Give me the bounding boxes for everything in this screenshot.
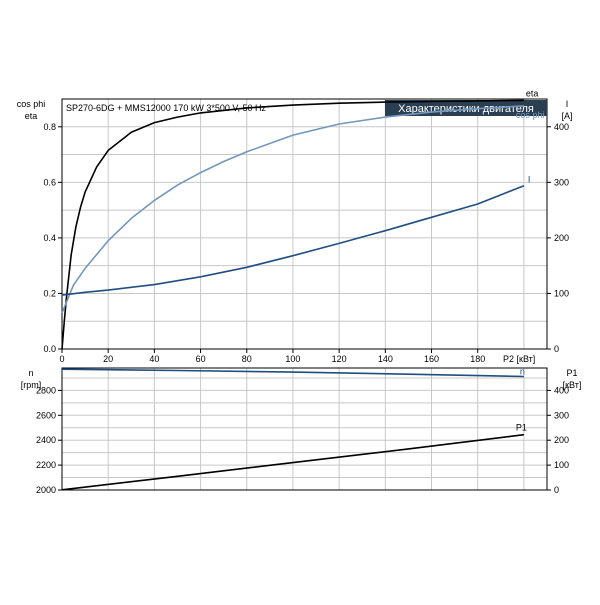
bottom-right-axis-label-line-2: [кВт] [563,380,582,390]
series-line-n [61,368,524,378]
left-axis-label-line-1: cos phi [17,99,46,109]
bottom-plot-frame [61,367,548,491]
bottom-left-tick-label: 2000 [36,485,56,495]
top-x-tick-label: 160 [424,354,439,364]
bottom-left-tick-label: 2400 [36,435,56,445]
top-right-tick-label: 100 [554,288,569,298]
left-axis-label-line-2: eta [25,111,38,121]
top-x-tick-label: 0 [59,354,64,364]
top-x-tick-label: 140 [378,354,393,364]
top-left-tick-label: 0.6 [43,177,56,187]
top-x-tick-label: 20 [103,354,113,364]
top-x-tick-label: 120 [332,354,347,364]
bottom-right-tick-label: 400 [554,385,569,395]
bottom-left-tick-label: 2600 [36,410,56,420]
bottom-left-axis-label-line-1: n [28,368,33,378]
top-right-tick-label: 200 [554,233,569,243]
bottom-right-tick-label: 0 [554,485,559,495]
top-right-tick-label: 300 [554,177,569,187]
bottom-grid [62,368,547,490]
top-x-tick-label: 180 [470,354,485,364]
series-label-cos-phi: cos phi [516,110,545,120]
series-label-i: I [528,175,531,185]
top-grid [62,99,547,349]
bottom-left-axis-label-line-2: [rpm] [21,380,42,390]
top-left-tick-label: 0.4 [43,233,56,243]
right-axis-label-line-1: I [566,99,569,109]
top-right-tick-label: 400 [554,122,569,132]
series-label-n: n [520,366,525,376]
top-x-tick-label: 40 [149,354,159,364]
series-label-eta: eta [526,88,539,98]
top-x-tick-label: 80 [242,354,252,364]
series-line-i [61,184,525,296]
right-axis-label-line-2: [A] [561,111,572,121]
series-label-p1: P1 [516,423,527,433]
top-left-tick-label: 0.8 [43,122,56,132]
bottom-left-tick-label: 2200 [36,460,56,470]
top-plot-frame [61,98,548,350]
top-x-tick-label: 100 [285,354,300,364]
bottom-left-tick-label: 2800 [36,385,56,395]
x-axis-label: P2 [кВт] [503,354,535,364]
series-line-eta [61,99,524,350]
top-left-tick-label: 0.2 [43,288,56,298]
bottom-right-tick-label: 300 [554,410,569,420]
top-x-tick-label: 60 [196,354,206,364]
bottom-right-tick-label: 200 [554,435,569,445]
top-left-tick-label: 0.0 [43,344,56,354]
series-line-p1 [61,433,524,491]
series-line-cos-phi [61,105,524,314]
top-right-tick-label: 0 [554,344,559,354]
bottom-right-tick-label: 100 [554,460,569,470]
bottom-right-axis-label-line-1: P1 [566,368,577,378]
header-text: SP270-6DG + MMS12000 170 kW 3*500 V, 50 … [66,103,267,113]
